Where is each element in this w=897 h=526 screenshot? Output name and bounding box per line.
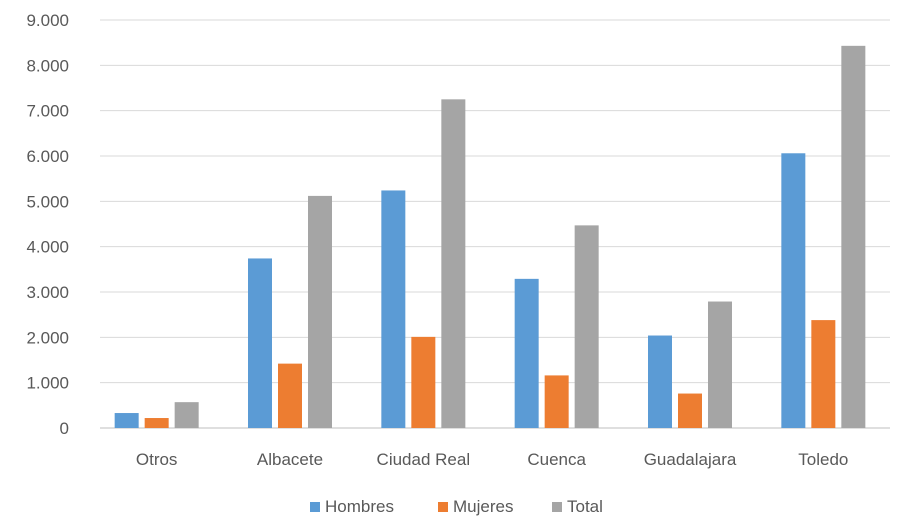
y-tick-label: 8.000 bbox=[26, 56, 69, 75]
legend-swatch-total bbox=[552, 502, 562, 512]
x-tick-label: Ciudad Real bbox=[377, 450, 471, 469]
legend-swatch-mujeres bbox=[438, 502, 448, 512]
bar-mujeres-ciudad-real bbox=[411, 336, 436, 428]
bar-total-albacete bbox=[308, 195, 332, 428]
bar-hombres-albacete bbox=[248, 258, 272, 428]
x-tick-label: Cuenca bbox=[527, 450, 586, 469]
bar-mujeres-albacete bbox=[278, 363, 302, 428]
bar-total-toledo bbox=[841, 45, 866, 429]
bar-total-guadalajara bbox=[708, 301, 732, 428]
y-tick-label: 7.000 bbox=[26, 102, 69, 121]
bar-mujeres-cuenca bbox=[544, 375, 569, 428]
y-tick-label: 5.000 bbox=[26, 192, 69, 211]
x-tick-label: Guadalajara bbox=[644, 450, 737, 469]
legend-label-mujeres: Mujeres bbox=[453, 497, 513, 516]
y-tick-label: 1.000 bbox=[26, 374, 69, 393]
y-tick-label: 3.000 bbox=[26, 283, 69, 302]
gridlines bbox=[100, 19, 890, 429]
bar-total-ciudad-real bbox=[441, 99, 466, 428]
bar-hombres-ciudad-real bbox=[381, 190, 406, 428]
legend: Hombres Mujeres Total bbox=[310, 497, 603, 516]
y-tick-label: 4.000 bbox=[26, 238, 69, 257]
x-tick-label: Albacete bbox=[257, 450, 323, 469]
bar-hombres-guadalajara bbox=[648, 335, 672, 428]
bar-hombres-otros bbox=[114, 413, 139, 428]
bar-total-cuenca bbox=[574, 225, 599, 428]
bars bbox=[114, 45, 866, 429]
y-tick-label: 0 bbox=[60, 419, 69, 438]
legend-label-hombres: Hombres bbox=[325, 497, 394, 516]
y-tick-label: 6.000 bbox=[26, 147, 69, 166]
bar-total-otros bbox=[174, 402, 199, 428]
legend-label-total: Total bbox=[567, 497, 603, 516]
bar-mujeres-otros bbox=[144, 418, 169, 428]
bar-hombres-toledo bbox=[781, 153, 806, 428]
bar-hombres-cuenca bbox=[514, 278, 539, 428]
y-axis-ticks: 0 1.000 2.000 3.000 4.000 5.000 6.000 7.000 8.00… bbox=[26, 11, 69, 438]
bar-mujeres-toledo bbox=[811, 320, 836, 428]
legend-swatch-hombres bbox=[310, 502, 320, 512]
bar-mujeres-guadalajara bbox=[678, 393, 702, 428]
x-tick-label: Toledo bbox=[798, 450, 848, 469]
y-tick-label: 2.000 bbox=[26, 328, 69, 347]
x-tick-label: Otros bbox=[136, 450, 178, 469]
y-tick-label: 9.000 bbox=[26, 11, 69, 30]
x-axis-ticks: Otros Albacete Ciudad Real Cuenca Guadalajar… bbox=[136, 450, 849, 469]
